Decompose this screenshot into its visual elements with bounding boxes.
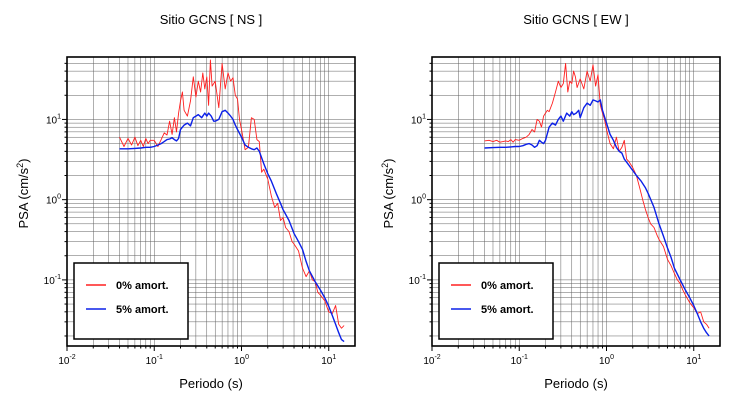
y-tick-label: 100 [411, 194, 426, 207]
x-axis-label: Periodo (s) [544, 376, 608, 391]
x-tick-label: 100 [599, 354, 614, 367]
axis-ticks [427, 62, 695, 351]
legend-label-2: 5% amort. [116, 304, 169, 316]
plot-frame [66, 56, 356, 347]
x-tick-label: 10-2 [423, 354, 440, 367]
series-line-1 [484, 62, 710, 329]
y-tick-label: 101 [46, 113, 61, 126]
legend-box [438, 262, 554, 340]
y-axis-label: PSA (cm/s2) [15, 158, 31, 228]
y-tick-label: 10-1 [409, 274, 426, 287]
series-line-1 [119, 59, 345, 329]
y-tick-label: 101 [411, 113, 426, 126]
legend: 0% amort. 5% amort. [438, 262, 554, 340]
chart-panel-2: 10-2 10-1 100 101 10-1 100 101 Sitio GCNS [ EW … [380, 12, 721, 391]
y-tick-label: 100 [46, 194, 61, 207]
x-tick-label: 10-2 [58, 354, 75, 367]
x-tick-label: 101 [686, 354, 701, 367]
legend: 0% amort. 5% amort. [73, 262, 189, 340]
series-line-2 [119, 109, 345, 343]
chart-title: Sitio GCNS [ EW ] [523, 12, 628, 27]
axis-ticks [62, 62, 330, 351]
legend-label-1: 0% amort. [116, 280, 169, 292]
x-tick-label: 10-1 [146, 354, 163, 367]
y-tick-label: 10-1 [44, 274, 61, 287]
x-tick-label: 101 [321, 354, 336, 367]
chart-title: Sitio GCNS [ NS ] [160, 12, 263, 27]
x-axis-label: Periodo (s) [179, 376, 243, 391]
x-tick-label: 10-1 [511, 354, 528, 367]
series-line-2 [484, 99, 710, 337]
legend-box [73, 262, 189, 340]
y-axis-label: PSA (cm/s2) [380, 158, 396, 228]
x-tick-label: 100 [234, 354, 249, 367]
legend-label-2: 5% amort. [481, 304, 534, 316]
chart-panel-1: 10-2 10-1 100 101 10-1 100 101 Sitio GCNS [ NS … [15, 12, 356, 391]
plot-frame [431, 56, 721, 347]
grid [67, 57, 355, 346]
legend-label-1: 0% amort. [481, 280, 534, 292]
